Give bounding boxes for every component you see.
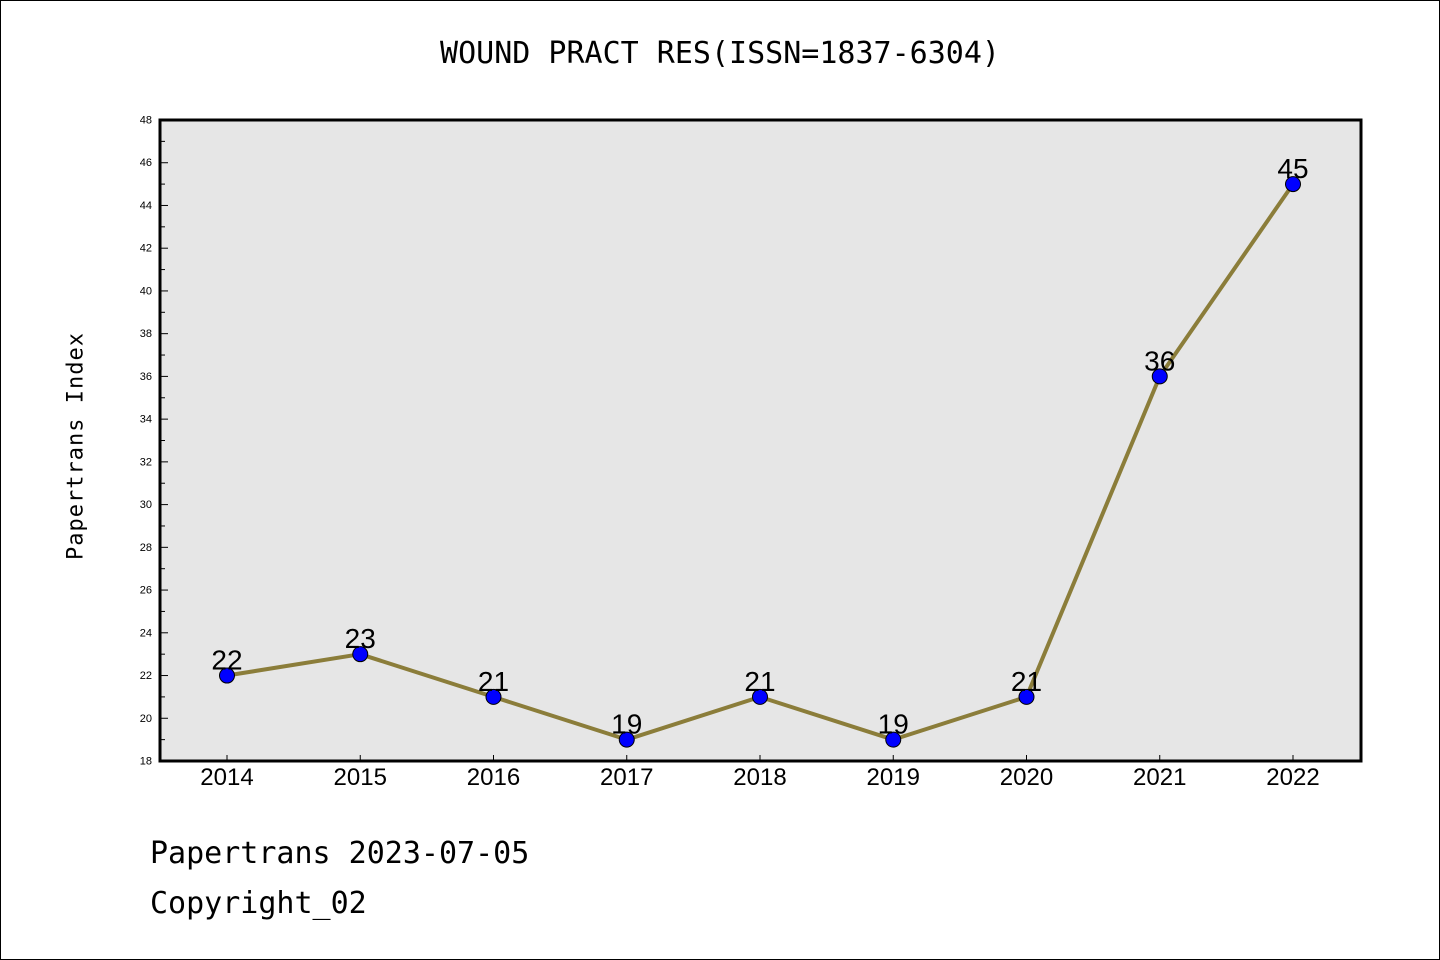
x-tick-label: 2017 xyxy=(600,764,653,791)
x-tick-label: 2014 xyxy=(200,764,253,791)
y-tick-label: 20 xyxy=(140,713,152,725)
data-label: 21 xyxy=(744,666,775,697)
data-point xyxy=(752,688,768,705)
y-tick-label: 24 xyxy=(140,627,152,639)
x-tick-label: 2016 xyxy=(467,764,520,791)
data-point xyxy=(1018,688,1035,705)
data-point xyxy=(1285,176,1301,193)
data-label: 36 xyxy=(1144,345,1175,376)
y-tick-label: 18 xyxy=(140,756,152,768)
y-tick-label: 30 xyxy=(140,499,152,511)
y-tick-label: 42 xyxy=(140,243,152,255)
x-tick-label: 2022 xyxy=(1266,764,1319,791)
y-tick-label: 46 xyxy=(140,157,152,169)
y-tick-label: 26 xyxy=(140,585,152,597)
footer-date: Papertrans 2023-07-05 xyxy=(150,836,530,871)
data-point xyxy=(485,688,502,705)
y-tick-label: 44 xyxy=(140,200,152,212)
data-label: 19 xyxy=(878,709,909,740)
data-point xyxy=(1151,368,1168,385)
x-tick-label: 2018 xyxy=(733,764,786,791)
data-label: 45 xyxy=(1277,153,1308,184)
chart-title: WOUND PRACT RES(ISSN=1837-6304) xyxy=(440,36,1000,71)
y-tick-label: 38 xyxy=(140,328,152,340)
x-tick-label: 2021 xyxy=(1133,764,1186,791)
plot-area xyxy=(160,120,1361,761)
y-tick-label: 34 xyxy=(140,414,152,426)
data-point xyxy=(352,646,369,663)
plot-frame xyxy=(158,118,1363,763)
data-label: 21 xyxy=(478,666,509,697)
data-label: 22 xyxy=(211,645,242,676)
data-label: 19 xyxy=(611,709,642,740)
data-label: 21 xyxy=(1011,666,1042,697)
y-tick-label: 48 xyxy=(140,115,152,127)
x-tick-label: 2020 xyxy=(1000,764,1053,791)
y-tick-label: 36 xyxy=(140,371,152,383)
data-point xyxy=(618,731,635,748)
data-point xyxy=(885,731,902,748)
x-tick-label: 2015 xyxy=(334,764,387,791)
y-tick-label: 40 xyxy=(140,285,152,297)
y-tick-label: 28 xyxy=(140,542,152,554)
footer-copyright: Copyright_02 xyxy=(150,886,367,921)
data-point xyxy=(219,667,235,684)
x-tick-label: 2019 xyxy=(867,764,920,791)
y-tick-label: 32 xyxy=(140,456,152,468)
data-label: 23 xyxy=(345,623,376,654)
y-tick-label: 22 xyxy=(140,670,152,682)
